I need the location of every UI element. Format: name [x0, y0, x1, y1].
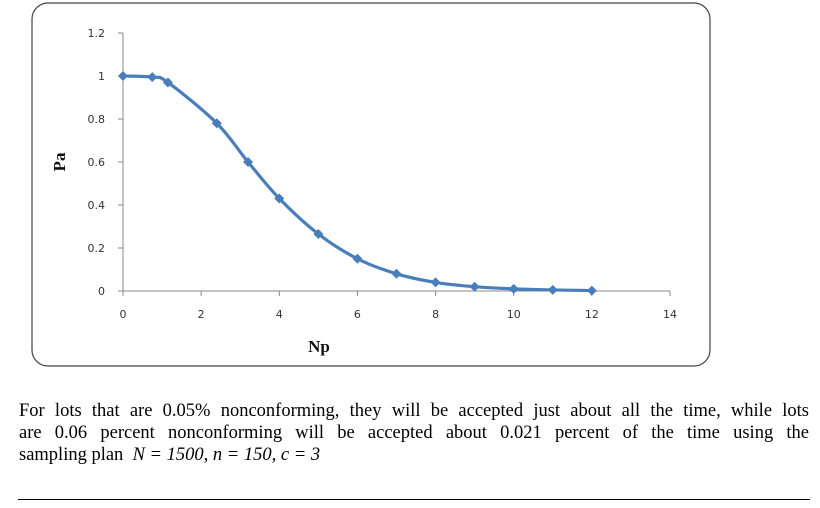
y-tick-label: 0.4	[88, 199, 106, 212]
y-tick-label: 1	[98, 70, 105, 83]
oc-curve-chart: 0 2 4 6 8 10 12 14 0 0.2 0.4 0.6 0.8 1 1.2 Pa Np	[31, 2, 711, 367]
paragraph-line-2: are 0.06 percent nonconforming will be a…	[19, 423, 809, 443]
sampling-plan-label: sampling plan	[19, 445, 124, 465]
y-axis-label: Pa	[50, 152, 69, 171]
x-axis-label: Np	[308, 337, 330, 356]
y-tick-label: 0.2	[88, 242, 106, 255]
y-tick-label: 0	[98, 285, 105, 298]
data-point-marker	[313, 229, 324, 240]
paragraph-line-1: For lots that are 0.05% nonconforming, t…	[19, 401, 809, 421]
data-point-marker	[586, 285, 597, 296]
explanation-paragraph: For lots that are 0.05% nonconforming, t…	[19, 400, 809, 466]
paragraph-line-3: sampling plan N = 1500, n = 150, c = 3	[19, 444, 809, 466]
chart-frame	[31, 2, 711, 367]
y-tick-label: 1.2	[88, 27, 106, 40]
sampling-plan-formula: N = 1500, n = 150, c = 3	[132, 445, 321, 465]
x-tick-label: 8	[432, 308, 439, 321]
data-point-marker	[162, 77, 173, 88]
data-point-marker	[243, 157, 254, 167]
data-point-marker	[547, 284, 558, 295]
data-point-marker	[391, 268, 402, 279]
divider-line	[18, 499, 810, 500]
data-point-marker	[508, 283, 519, 294]
data-point-marker	[352, 253, 363, 264]
x-tick-label: 12	[585, 308, 599, 321]
y-tick-label: 0.8	[88, 113, 106, 126]
data-point-marker	[118, 71, 128, 81]
data-point-marker	[469, 281, 480, 292]
data-point-marker	[211, 118, 222, 129]
y-tick-label: 0.6	[88, 156, 106, 169]
x-tick-label: 4	[276, 308, 283, 321]
x-tick-label: 2	[198, 308, 205, 321]
x-tick-label: 10	[507, 308, 521, 321]
data-point-marker	[274, 193, 285, 204]
x-tick-label: 0	[120, 308, 127, 321]
data-point-marker	[147, 72, 158, 83]
x-tick-label: 6	[354, 308, 361, 321]
data-point-marker	[430, 277, 441, 288]
x-tick-label: 14	[663, 308, 677, 321]
